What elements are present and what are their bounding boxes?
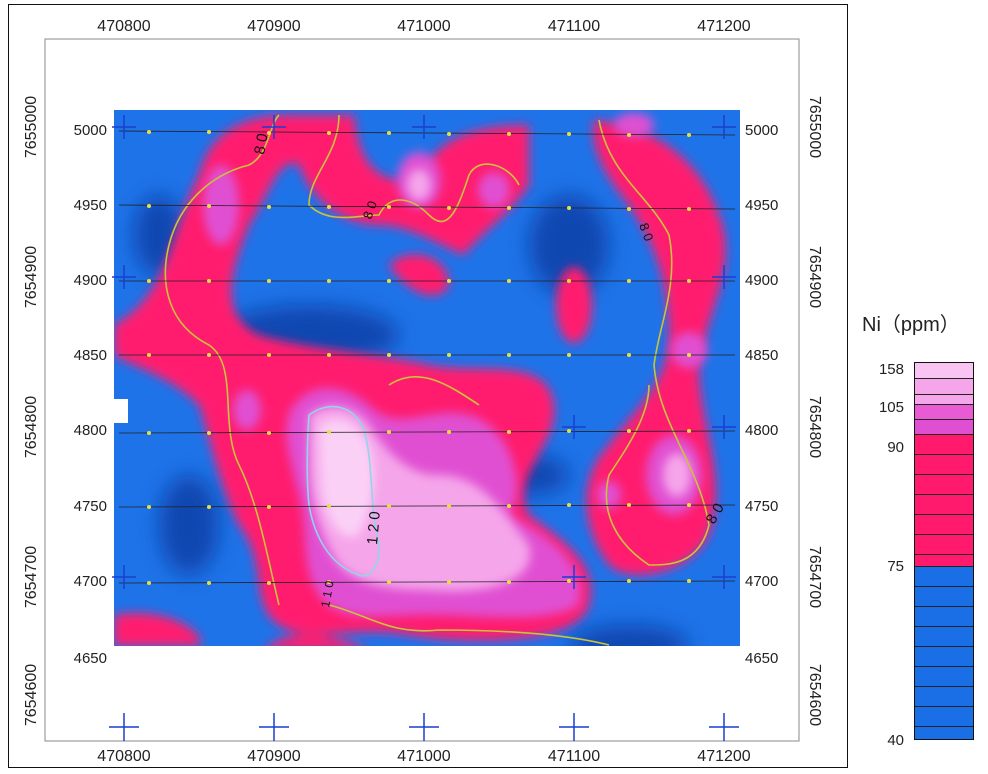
left-y-label: 7654700 xyxy=(23,546,40,608)
grid-y-label-left: 4750 xyxy=(74,498,107,515)
geochem-map: 8 0 8 0 8 0 1 2 0 8 0 1 1 0 xyxy=(23,18,823,765)
grid-y-label-right: 4950 xyxy=(745,197,778,214)
grid-y-label-right: 4900 xyxy=(745,272,778,289)
right-y-label: 7654800 xyxy=(806,396,823,458)
top-x-label: 471200 xyxy=(697,18,750,35)
traverse-lines xyxy=(118,130,736,584)
bottom-x-label: 471200 xyxy=(697,748,750,765)
grid-y-label-right: 4800 xyxy=(745,422,778,439)
grid-y-label-left: 4650 xyxy=(74,650,107,667)
legend-label-40: 40 xyxy=(887,732,904,749)
grid-y-label-right: 4750 xyxy=(745,498,778,515)
right-y-label: 7654600 xyxy=(806,664,823,726)
legend-label-158: 158 xyxy=(878,361,904,378)
legend-swatch xyxy=(915,586,973,606)
legend-swatch xyxy=(915,363,973,378)
bottom-x-label: 471100 xyxy=(548,748,600,765)
legend-swatch xyxy=(915,686,973,706)
legend-title: Ni（ppm） xyxy=(862,314,960,336)
contour-120 xyxy=(306,405,380,577)
map-notch xyxy=(114,399,128,423)
legend-swatch xyxy=(915,566,973,586)
legend-swatch xyxy=(915,404,973,419)
legend-color-bar xyxy=(914,362,974,740)
legend-swatch xyxy=(915,434,973,454)
legend-label-75: 75 xyxy=(887,558,904,575)
legend-swatch xyxy=(915,726,973,739)
grid-y-label-left: 5000 xyxy=(74,122,107,139)
grid-y-label-right: 4700 xyxy=(745,573,778,590)
right-y-label: 7655000 xyxy=(806,96,823,158)
legend-swatch xyxy=(915,646,973,666)
right-y-label: 7654700 xyxy=(806,546,823,608)
legend-swatch xyxy=(915,706,973,726)
legend-swatch xyxy=(915,606,973,626)
right-y-label: 7654900 xyxy=(806,246,823,308)
legend-swatch xyxy=(915,626,973,646)
bottom-x-label: 471000 xyxy=(397,748,450,765)
contour-label: 1 1 0 xyxy=(318,579,336,608)
legend-swatch xyxy=(915,378,973,394)
left-y-label: 7654600 xyxy=(23,664,40,726)
legend-swatch xyxy=(915,534,973,554)
grid-y-label-left: 4950 xyxy=(74,197,107,214)
legend-swatch xyxy=(915,494,973,514)
bottom-x-label: 470800 xyxy=(97,748,150,765)
legend-swatch xyxy=(915,454,973,474)
inner-neatline xyxy=(44,38,800,742)
map-frame: 8 0 8 0 8 0 1 2 0 8 0 1 1 0 xyxy=(8,4,848,768)
grid-y-label-left: 4800 xyxy=(74,422,107,439)
top-x-label: 470900 xyxy=(247,18,300,35)
legend-swatch xyxy=(915,554,973,566)
bottom-x-label: 470900 xyxy=(247,748,300,765)
left-y-label: 7654900 xyxy=(23,246,40,308)
contour-80 xyxy=(164,114,710,646)
grid-y-label-right: 4650 xyxy=(745,650,778,667)
grid-y-label-right: 4850 xyxy=(745,347,778,364)
grid-y-label-left: 4700 xyxy=(74,573,107,590)
grid-crosses xyxy=(109,115,739,741)
legend-swatch xyxy=(915,666,973,686)
sample-points xyxy=(147,130,691,585)
grid-y-label-left: 4850 xyxy=(74,347,107,364)
legend-label-90: 90 xyxy=(887,439,904,456)
top-x-label: 471100 xyxy=(548,18,600,35)
top-x-label: 471000 xyxy=(397,18,450,35)
contour-label: 8 0 xyxy=(251,132,271,155)
legend-swatch xyxy=(915,394,973,404)
legend-swatch xyxy=(915,514,973,534)
legend-swatch xyxy=(915,474,973,494)
legend-label-105: 105 xyxy=(878,399,904,416)
top-x-label: 470800 xyxy=(97,18,150,35)
anomaly-surface: 8 0 8 0 8 0 1 2 0 8 0 1 1 0 xyxy=(114,110,740,646)
legend-swatch xyxy=(915,419,973,434)
color-legend: Ni（ppm） 158 105 90 75 40 xyxy=(858,300,988,760)
contour-label: 8 0 xyxy=(360,199,380,221)
left-y-label: 7654800 xyxy=(23,396,40,458)
left-y-label: 7655000 xyxy=(23,96,40,158)
grid-y-label-right: 5000 xyxy=(745,122,778,139)
contour-label: 1 2 0 xyxy=(364,511,384,546)
grid-y-label-left: 4900 xyxy=(74,272,107,289)
contour-label: 8 0 xyxy=(636,221,656,243)
